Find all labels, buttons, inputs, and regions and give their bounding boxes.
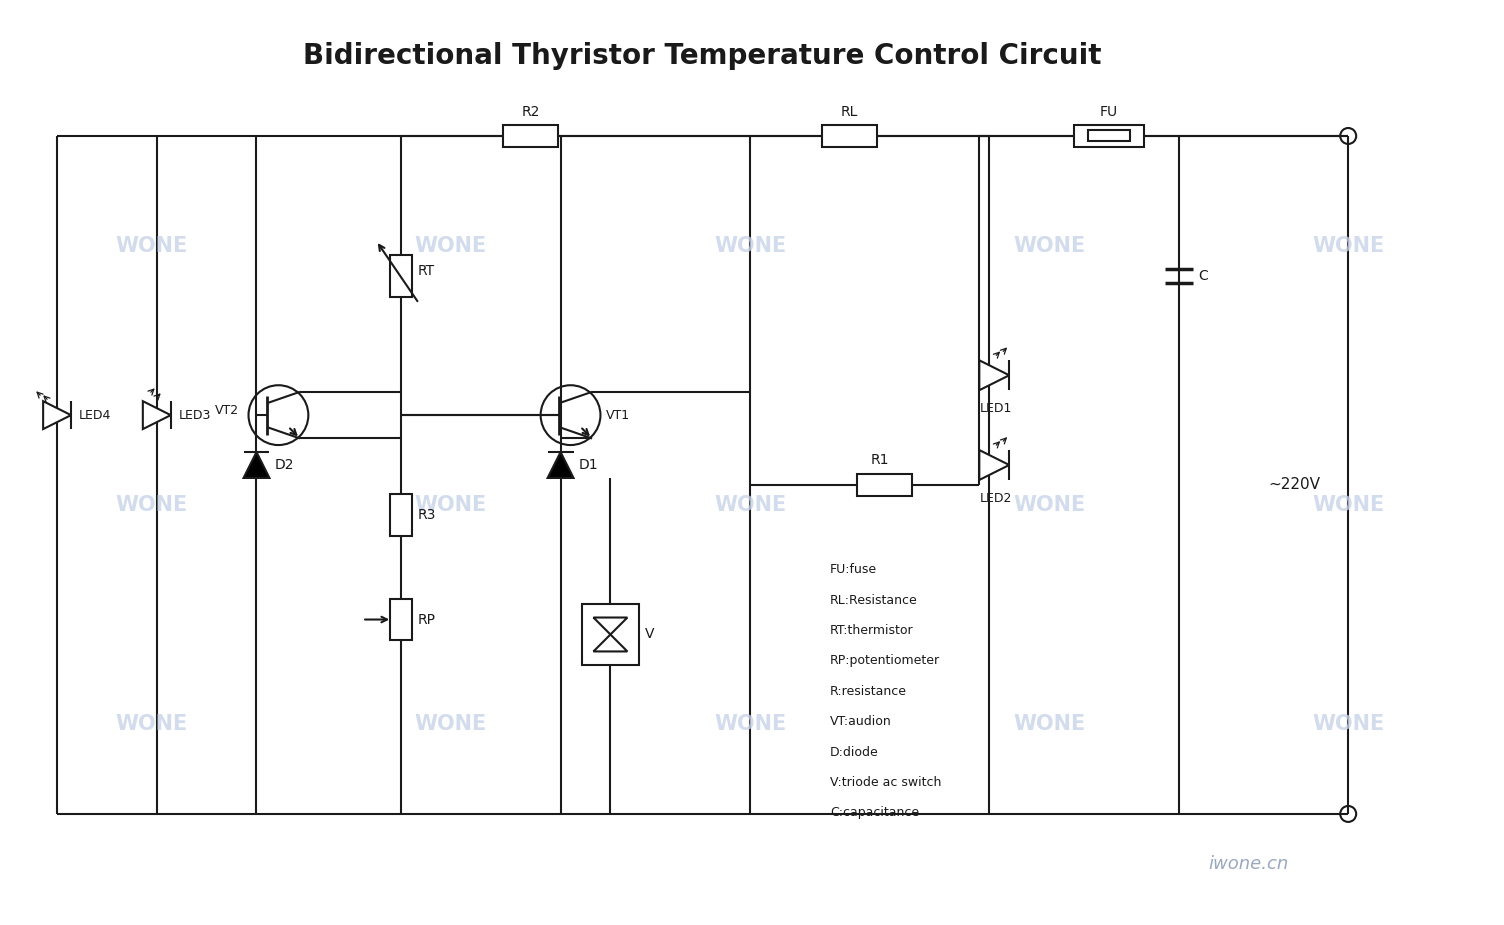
Polygon shape <box>143 401 171 429</box>
Text: LED4: LED4 <box>80 409 111 422</box>
Text: D1: D1 <box>579 458 599 472</box>
Polygon shape <box>979 450 1009 480</box>
Text: RL: RL <box>841 105 859 119</box>
Text: R2: R2 <box>522 105 540 119</box>
Text: RL:Resistance: RL:Resistance <box>830 594 917 607</box>
Text: RT: RT <box>418 264 435 278</box>
Text: R3: R3 <box>418 508 436 522</box>
Polygon shape <box>547 452 573 478</box>
Text: WONE: WONE <box>1014 714 1086 734</box>
Text: R1: R1 <box>871 453 889 467</box>
Text: LED2: LED2 <box>981 492 1012 505</box>
Bar <box>504 125 558 147</box>
Text: WONE: WONE <box>116 495 188 515</box>
Text: C:capacitance: C:capacitance <box>830 807 919 820</box>
Bar <box>582 604 639 665</box>
Text: RT:thermistor: RT:thermistor <box>830 624 913 637</box>
Polygon shape <box>244 452 269 478</box>
Text: WONE: WONE <box>714 495 787 515</box>
Text: LED1: LED1 <box>981 402 1012 415</box>
Text: RP:potentiometer: RP:potentiometer <box>830 654 940 668</box>
Text: D2: D2 <box>274 458 293 472</box>
Text: FU: FU <box>1099 105 1117 119</box>
Bar <box>390 254 412 297</box>
Text: RP: RP <box>418 612 436 626</box>
Polygon shape <box>594 618 627 635</box>
Text: V:triode ac switch: V:triode ac switch <box>830 776 942 789</box>
Text: WONE: WONE <box>1014 236 1086 255</box>
Text: WONE: WONE <box>415 714 487 734</box>
Text: VT2: VT2 <box>215 403 239 416</box>
Text: LED3: LED3 <box>179 409 211 422</box>
Text: VT:audion: VT:audion <box>830 715 892 728</box>
Text: WONE: WONE <box>1311 495 1384 515</box>
Text: ~220V: ~220V <box>1268 477 1321 492</box>
Polygon shape <box>594 635 627 651</box>
Text: WONE: WONE <box>415 236 487 255</box>
Text: WONE: WONE <box>1311 714 1384 734</box>
Polygon shape <box>44 401 71 429</box>
Text: WONE: WONE <box>714 714 787 734</box>
Text: Bidirectional Thyristor Temperature Control Circuit: Bidirectional Thyristor Temperature Cont… <box>302 43 1101 70</box>
Text: C: C <box>1199 268 1208 282</box>
Text: WONE: WONE <box>116 236 188 255</box>
Text: WONE: WONE <box>415 495 487 515</box>
Text: WONE: WONE <box>1311 236 1384 255</box>
Bar <box>857 474 911 496</box>
Text: D:diode: D:diode <box>830 746 878 758</box>
Bar <box>390 494 412 536</box>
Text: iwone.cn: iwone.cn <box>1208 855 1289 873</box>
Text: WONE: WONE <box>1014 495 1086 515</box>
Bar <box>390 598 412 640</box>
Bar <box>1087 130 1130 142</box>
Bar <box>1074 125 1145 147</box>
Text: WONE: WONE <box>714 236 787 255</box>
Text: FU:fuse: FU:fuse <box>830 563 877 576</box>
Polygon shape <box>979 361 1009 390</box>
Text: VT1: VT1 <box>606 409 630 422</box>
Text: R:resistance: R:resistance <box>830 684 907 697</box>
Text: WONE: WONE <box>116 714 188 734</box>
Bar <box>823 125 877 147</box>
Text: V: V <box>645 627 654 641</box>
